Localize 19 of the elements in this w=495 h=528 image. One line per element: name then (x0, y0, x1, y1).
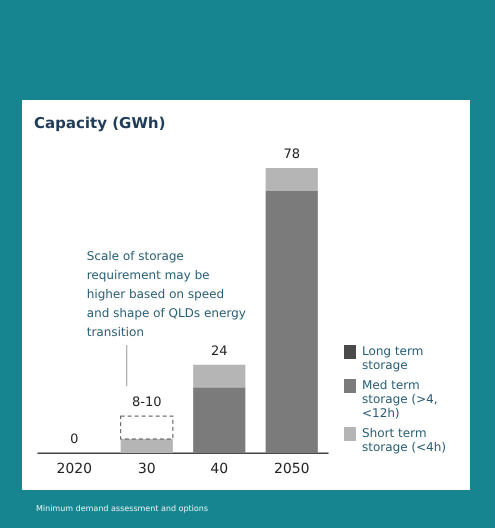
legend-label: Short term storage (<4h) (362, 426, 448, 454)
bar (120, 438, 173, 454)
annotation: 0 (70, 432, 78, 448)
annotation: Scale of storage requirement may be higher based on speed and shape of QLDs energy transition (86, 249, 246, 340)
text: Minimum demand assessment and options (36, 504, 208, 513)
annotation: 8-10 (132, 395, 162, 410)
bar (266, 190, 318, 454)
chart-title: Capacity (GWh) (34, 114, 166, 132)
x-tick-label: 40 (210, 461, 228, 478)
x-tick-label: 2050 (274, 461, 310, 478)
legend-label: Long term storage (362, 344, 424, 372)
annotation: 24 (210, 344, 228, 359)
x-tick-label: 30 (138, 461, 156, 478)
x-tick-label: 2020 (56, 461, 92, 478)
bar (193, 388, 246, 454)
bar (193, 364, 246, 388)
bar (266, 168, 318, 191)
legend-label: Med term storage (>4, <12h) (362, 378, 439, 420)
annotation: 78 (283, 147, 300, 162)
